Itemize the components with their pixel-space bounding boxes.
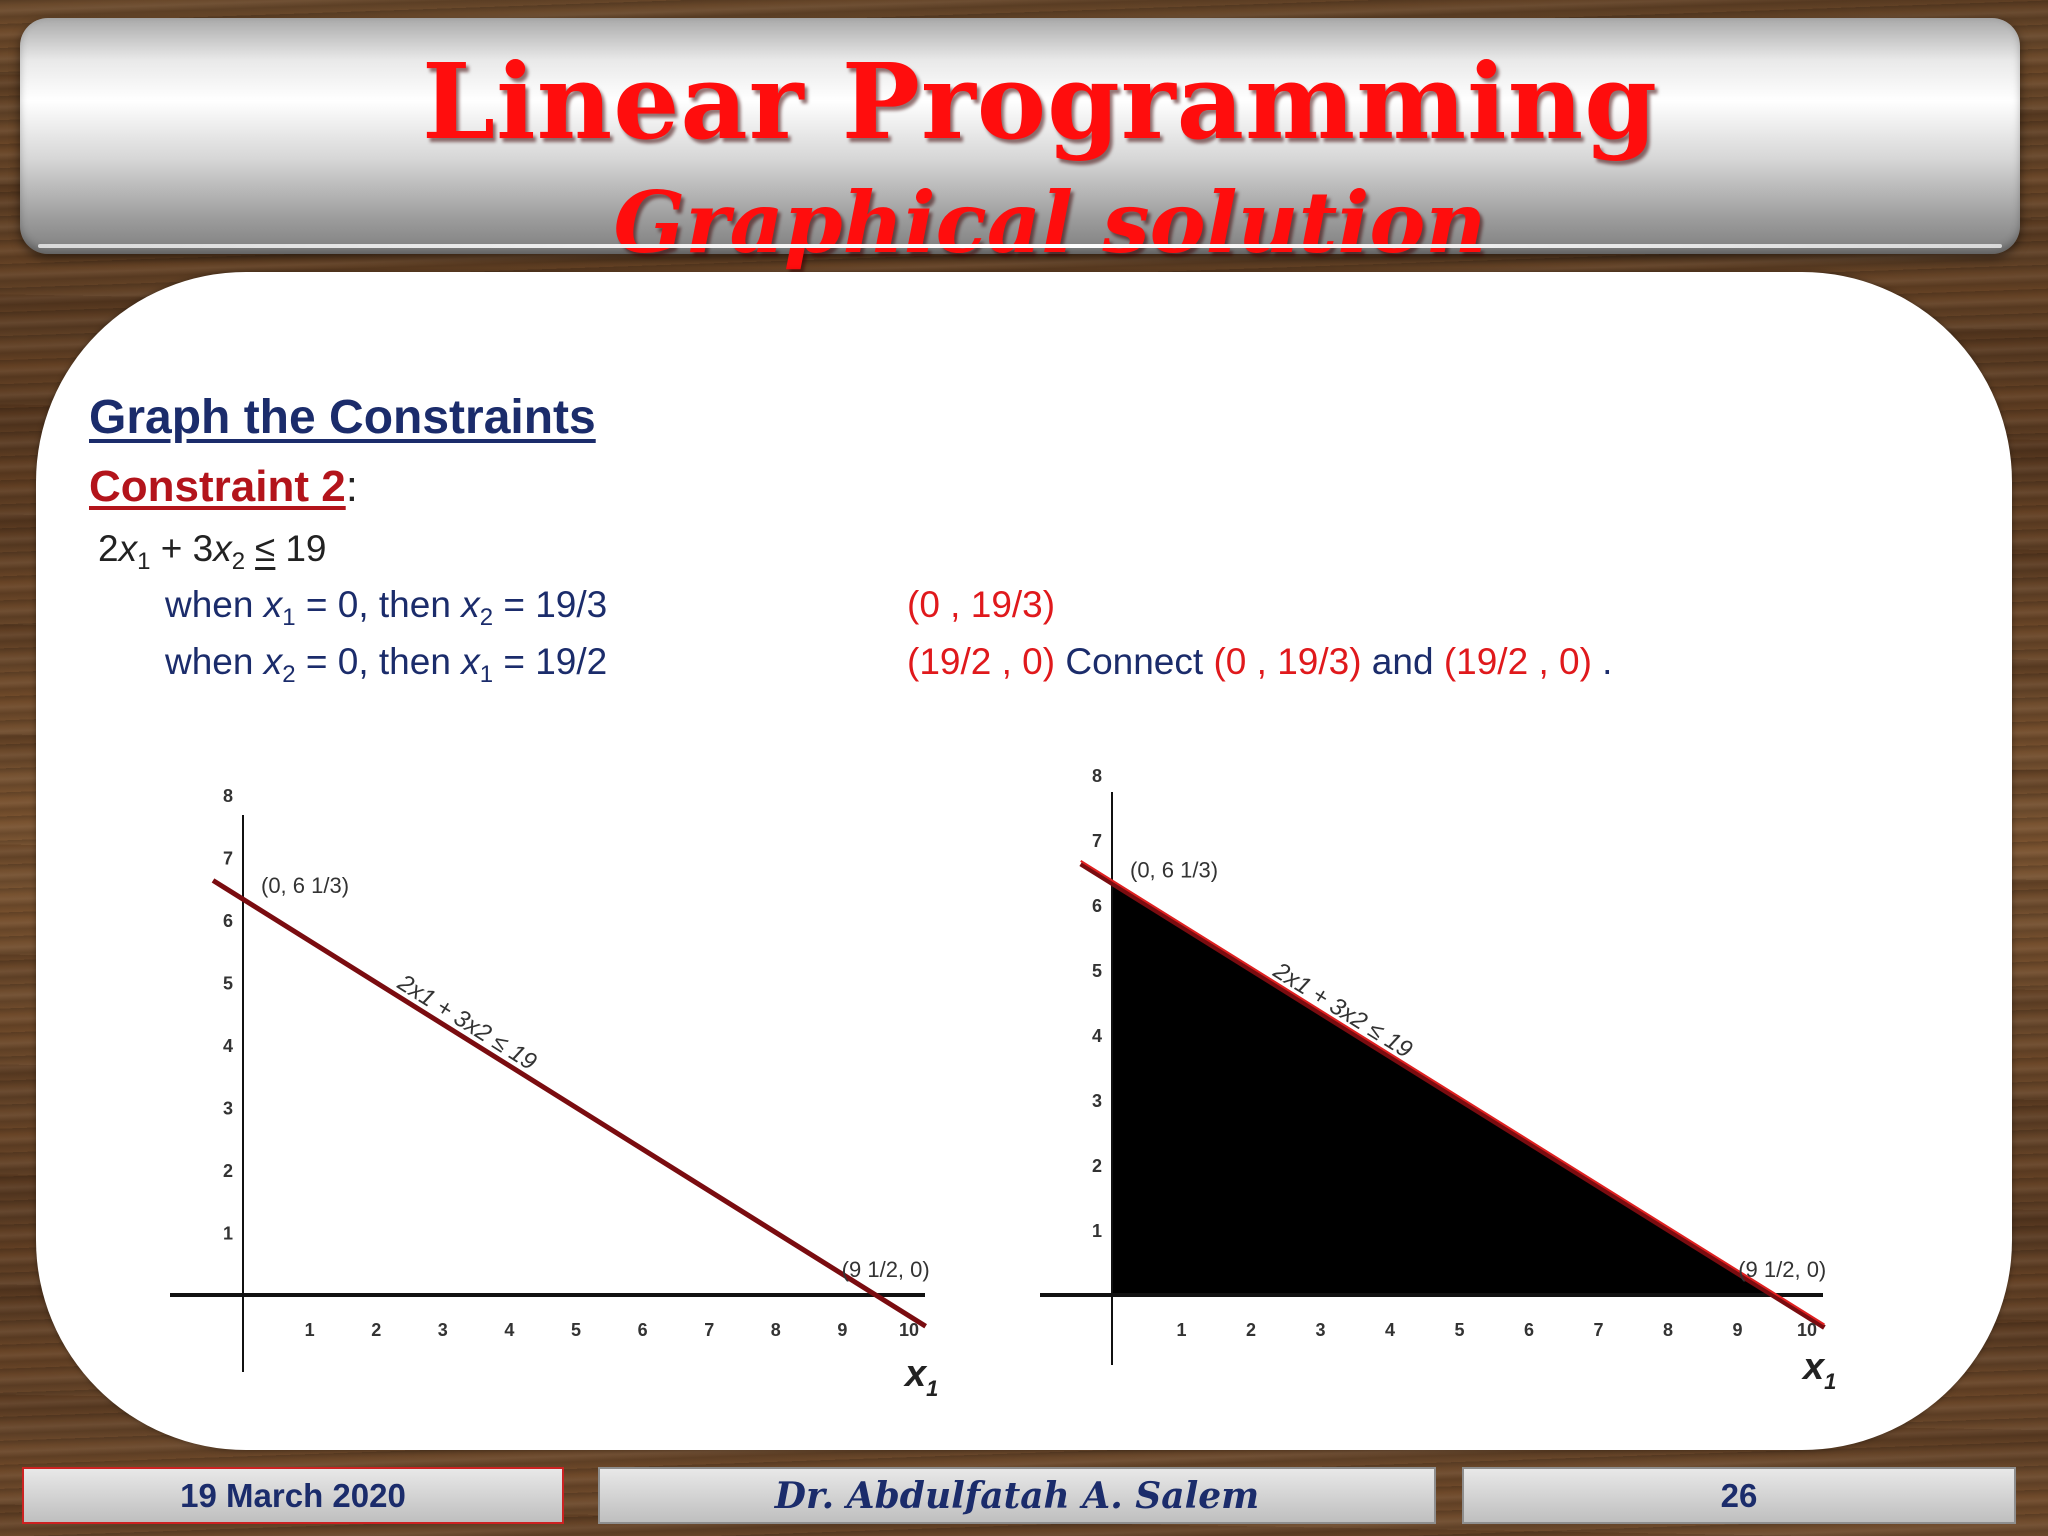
- row1-var2: x: [461, 584, 480, 625]
- row1-sub2: 2: [479, 604, 494, 631]
- row1-when: when: [165, 584, 264, 625]
- constraint-colon: :: [345, 462, 358, 511]
- inequality: 2x1 + 3x2 ≤19: [98, 528, 327, 574]
- row2-sub2: 1: [479, 661, 494, 688]
- row1-var: x: [263, 584, 283, 625]
- footer-author: Dr. Abdulfatah A. Salem: [598, 1467, 1436, 1524]
- slide-subtitle: Graphical solution: [613, 173, 1487, 272]
- point-1: (0 , 19/3): [907, 584, 1056, 625]
- row2-when: when: [165, 641, 264, 682]
- title-bar: Linear Programming Graphical solution: [20, 18, 2020, 272]
- row1-mid: = 0, then: [295, 584, 462, 625]
- constraint-heading: Constraint 2:: [89, 462, 358, 512]
- point-2: (19/2 , 0): [907, 641, 1056, 682]
- slide-title: Linear Programming: [422, 40, 1658, 163]
- ineq-var1: x: [118, 528, 138, 569]
- row2-sub: 2: [282, 661, 296, 688]
- footer-page-number: 26: [1462, 1467, 2016, 1524]
- period: .: [1591, 641, 1613, 682]
- intercept-row-1: when x1 = 0, then x2 = 19/3: [165, 584, 608, 630]
- intercept-row-2: when x2 = 0, then x1 = 19/2: [165, 641, 608, 687]
- section-heading: Graph the Constraints: [89, 391, 596, 444]
- connect-point-2: (19/2 , 0): [1443, 641, 1592, 682]
- row1-end: = 19/3: [493, 584, 608, 625]
- footer-date: 19 March 2020: [22, 1467, 564, 1524]
- connect-sentence: (19/2 , 0) Connect (0 , 19/3) and (19/2 …: [907, 641, 1612, 683]
- constraint-label: Constraint 2: [89, 462, 346, 511]
- row1-sub: 1: [282, 604, 296, 631]
- ineq-rhs: 19: [285, 528, 327, 569]
- ineq-plus: + 3: [160, 528, 214, 569]
- row2-mid: = 0, then: [295, 641, 462, 682]
- row2-var2: x: [461, 641, 480, 682]
- ineq-sub1: 1: [137, 548, 151, 575]
- row2-var: x: [263, 641, 283, 682]
- ineq-var2: x: [213, 528, 232, 569]
- ineq-coef-a: 2: [98, 528, 119, 569]
- content-panel: [36, 272, 2012, 1450]
- ineq-sub2: 2: [231, 548, 246, 575]
- and-word: and: [1361, 641, 1444, 682]
- ineq-sign: ≤: [255, 528, 276, 569]
- connect-point-1: (0 , 19/3): [1213, 641, 1362, 682]
- row2-end: = 19/2: [493, 641, 608, 682]
- connect-word: Connect: [1055, 641, 1214, 682]
